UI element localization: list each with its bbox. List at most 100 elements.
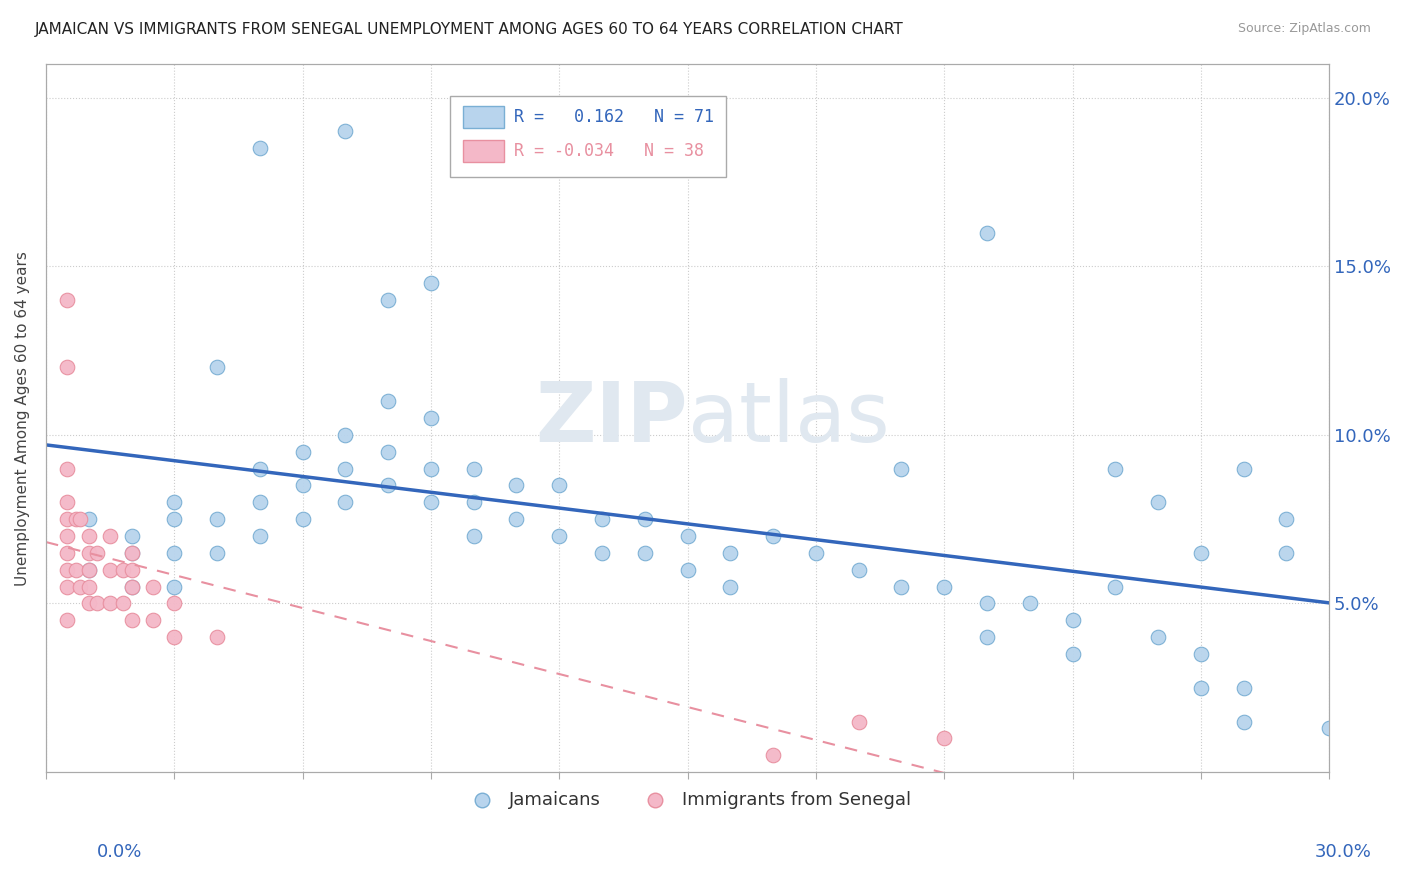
Point <box>505 512 527 526</box>
Text: JAMAICAN VS IMMIGRANTS FROM SENEGAL UNEMPLOYMENT AMONG AGES 60 TO 64 YEARS CORRE: JAMAICAN VS IMMIGRANTS FROM SENEGAL UNEM… <box>35 22 904 37</box>
Point <box>848 714 870 729</box>
Point <box>163 512 186 526</box>
Point <box>377 293 399 307</box>
Point <box>121 613 143 627</box>
Point <box>890 580 912 594</box>
Point <box>335 428 357 442</box>
Point <box>121 546 143 560</box>
Point <box>77 563 100 577</box>
Point <box>377 478 399 492</box>
Point <box>291 444 314 458</box>
Point <box>291 478 314 492</box>
Point <box>676 563 699 577</box>
Point <box>1275 546 1298 560</box>
Point <box>1062 613 1084 627</box>
Point <box>56 546 79 560</box>
Text: atlas: atlas <box>688 377 890 458</box>
Point <box>591 512 613 526</box>
Text: ZIP: ZIP <box>536 377 688 458</box>
Text: R = -0.034   N = 38: R = -0.034 N = 38 <box>515 142 704 161</box>
Point <box>56 563 79 577</box>
Point <box>419 461 441 475</box>
Point <box>634 512 657 526</box>
Point <box>98 529 121 543</box>
Point <box>98 597 121 611</box>
Point <box>56 293 79 307</box>
Point <box>377 394 399 409</box>
Point <box>205 630 228 644</box>
Point <box>1018 597 1040 611</box>
Point <box>249 141 271 155</box>
Point <box>1062 647 1084 661</box>
Point <box>1275 512 1298 526</box>
Point <box>205 360 228 375</box>
Point <box>718 546 741 560</box>
Point <box>142 613 165 627</box>
Point <box>77 580 100 594</box>
Text: 30.0%: 30.0% <box>1315 843 1371 861</box>
Point <box>121 563 143 577</box>
Point <box>848 563 870 577</box>
Point <box>890 461 912 475</box>
Point <box>65 512 87 526</box>
Point <box>163 597 186 611</box>
Point <box>934 580 956 594</box>
Point <box>163 580 186 594</box>
Point <box>634 546 657 560</box>
Point <box>377 444 399 458</box>
Point <box>56 495 79 509</box>
Point <box>56 580 79 594</box>
Point <box>56 613 79 627</box>
Point <box>111 563 134 577</box>
Point <box>121 529 143 543</box>
Point <box>505 478 527 492</box>
Text: R =   0.162   N = 71: R = 0.162 N = 71 <box>515 108 714 126</box>
Point <box>1147 495 1170 509</box>
Point <box>335 495 357 509</box>
Point <box>77 597 100 611</box>
Point <box>56 461 79 475</box>
Point <box>676 529 699 543</box>
Point <box>205 512 228 526</box>
Point <box>1147 630 1170 644</box>
Point <box>1104 461 1126 475</box>
Point <box>121 580 143 594</box>
Point <box>56 529 79 543</box>
Text: Source: ZipAtlas.com: Source: ZipAtlas.com <box>1237 22 1371 36</box>
FancyBboxPatch shape <box>463 106 505 128</box>
Point <box>77 563 100 577</box>
Point <box>1189 546 1212 560</box>
Point <box>77 546 100 560</box>
Point <box>1189 647 1212 661</box>
Point <box>249 461 271 475</box>
Point <box>98 563 121 577</box>
Point <box>56 512 79 526</box>
Point <box>86 597 108 611</box>
Point <box>548 478 571 492</box>
Point <box>548 529 571 543</box>
Point <box>1232 714 1254 729</box>
Point <box>718 580 741 594</box>
Point <box>56 360 79 375</box>
Point <box>463 529 485 543</box>
Text: 0.0%: 0.0% <box>97 843 142 861</box>
Point <box>86 546 108 560</box>
Point <box>111 597 134 611</box>
Point <box>463 495 485 509</box>
Point <box>1189 681 1212 695</box>
Point <box>419 495 441 509</box>
Point <box>163 495 186 509</box>
Legend: Jamaicans, Immigrants from Senegal: Jamaicans, Immigrants from Senegal <box>457 784 918 816</box>
Point <box>1104 580 1126 594</box>
Point <box>335 124 357 138</box>
Point <box>419 276 441 290</box>
Point <box>804 546 827 560</box>
Point <box>976 226 998 240</box>
Point <box>1232 681 1254 695</box>
Y-axis label: Unemployment Among Ages 60 to 64 years: Unemployment Among Ages 60 to 64 years <box>15 251 30 585</box>
Point <box>1232 461 1254 475</box>
Point <box>591 546 613 560</box>
Point <box>121 580 143 594</box>
Point <box>291 512 314 526</box>
Point <box>249 529 271 543</box>
